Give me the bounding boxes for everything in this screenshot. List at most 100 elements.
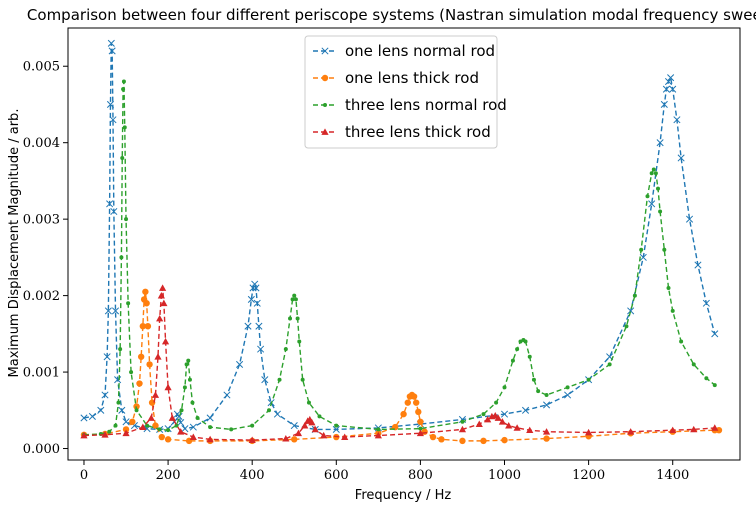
data-point <box>229 427 234 432</box>
series-0 <box>80 39 719 433</box>
data-point <box>106 200 114 208</box>
data-point <box>320 431 328 439</box>
data-point <box>536 389 541 394</box>
data-point <box>80 414 88 422</box>
data-point <box>244 322 252 330</box>
data-point <box>168 414 176 421</box>
y-axis-ticks: 0.000 0.001 0.002 0.003 0.004 0.005 <box>23 60 68 457</box>
data-point <box>251 280 259 288</box>
data-point <box>673 116 681 124</box>
data-point <box>124 217 129 222</box>
data-point <box>660 100 668 109</box>
data-point <box>475 420 483 427</box>
data-point <box>308 418 316 426</box>
data-point <box>317 414 322 419</box>
data-point <box>157 427 162 432</box>
data-point <box>527 354 532 359</box>
data-point <box>501 436 508 444</box>
legend-item: three lens normal rod <box>313 96 507 114</box>
data-point <box>410 393 418 400</box>
data-point <box>690 425 698 433</box>
legend-item: one lens normal rod <box>313 42 495 60</box>
data-point <box>481 412 486 417</box>
data-point <box>521 406 530 414</box>
data-point <box>174 423 179 428</box>
legend-label: three lens thick rod <box>345 123 491 141</box>
series-2 <box>81 79 717 437</box>
data-point <box>293 297 298 302</box>
data-point <box>542 428 551 435</box>
legend-marker <box>321 128 329 135</box>
plot-area <box>80 39 723 445</box>
data-point <box>300 377 305 382</box>
legend-marker <box>321 74 329 82</box>
data-point <box>161 337 170 345</box>
data-point <box>292 293 297 298</box>
chart-title: Comparison between four different perisc… <box>27 6 756 24</box>
data-point <box>139 322 147 330</box>
data-point <box>261 376 269 384</box>
data-point <box>122 426 130 433</box>
data-point <box>412 399 420 406</box>
data-point <box>627 307 635 315</box>
y-tick-label: 0.004 <box>23 136 60 151</box>
data-point <box>429 433 437 441</box>
data-point <box>500 410 509 418</box>
data-point <box>151 391 160 398</box>
x-tick-label: 1200 <box>572 468 605 483</box>
x-axis-label: Frequency / Hz <box>355 488 452 503</box>
data-point <box>480 437 487 445</box>
data-point <box>158 433 165 441</box>
data-point <box>126 301 131 306</box>
data-point <box>80 431 88 439</box>
data-point <box>247 295 255 303</box>
data-point <box>513 424 521 431</box>
data-point <box>136 380 143 387</box>
data-point <box>666 285 671 290</box>
data-point <box>189 423 197 431</box>
data-point <box>664 77 673 86</box>
data-point <box>157 292 165 299</box>
data-point <box>332 425 340 433</box>
x-tick-label: 200 <box>156 468 181 483</box>
x-tick-label: 1000 <box>488 468 521 483</box>
legend-label: one lens normal rod <box>345 42 495 60</box>
data-point <box>277 377 282 382</box>
data-point <box>311 425 319 433</box>
data-point <box>290 422 298 430</box>
legend-label: one lens thick rod <box>345 69 479 87</box>
data-point <box>156 314 164 322</box>
data-point <box>195 415 200 420</box>
data-point <box>669 426 677 434</box>
x-tick-label: 400 <box>240 468 265 483</box>
data-point <box>122 125 127 130</box>
data-point <box>109 116 117 124</box>
data-point <box>607 362 612 367</box>
data-point <box>189 433 197 440</box>
data-point <box>627 428 635 435</box>
data-point <box>376 427 381 432</box>
data-point <box>459 437 466 445</box>
legend-item: one lens thick rod <box>313 69 479 87</box>
data-point <box>639 253 647 261</box>
data-point <box>152 422 159 429</box>
data-point <box>438 436 445 443</box>
data-point <box>154 353 162 360</box>
data-point <box>104 307 112 315</box>
data-point <box>515 347 520 352</box>
data-point <box>418 426 423 431</box>
data-point <box>88 412 96 420</box>
data-point <box>677 154 685 162</box>
data-point <box>564 391 572 399</box>
data-point <box>187 377 192 382</box>
data-point <box>116 400 121 405</box>
data-point <box>166 428 171 433</box>
legend-marker <box>321 47 329 55</box>
data-point <box>118 347 123 352</box>
data-point <box>301 421 309 429</box>
data-point <box>400 410 407 418</box>
legend-box <box>304 35 498 149</box>
data-point <box>544 393 549 398</box>
data-point <box>106 100 115 109</box>
data-point <box>186 358 191 363</box>
